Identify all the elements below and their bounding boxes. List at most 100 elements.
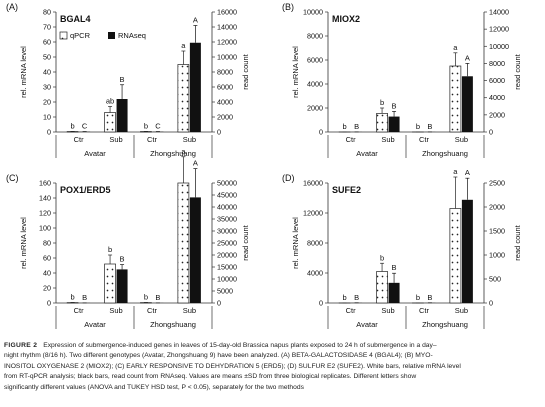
chart-2-tick-label-right: 5000 bbox=[217, 287, 233, 296]
chart-1-tick-label-right: 4000 bbox=[489, 93, 505, 102]
chart-3-panel-letter: (D) bbox=[282, 173, 295, 183]
caption-line-4: from RT-qPCR analysis; black bars, read … bbox=[4, 373, 417, 381]
chart-0-tick-label-right: 16000 bbox=[217, 8, 237, 17]
chart-3-letter-qpcr: b bbox=[380, 253, 384, 262]
chart-0-letter-qpcr: ab bbox=[106, 97, 114, 106]
chart-3-tick-label-right: 1500 bbox=[489, 227, 505, 236]
chart-1-letter-rnaseq: A bbox=[465, 53, 470, 62]
chart-2-letter-rnaseq: B bbox=[120, 255, 125, 264]
chart-3-letter-rnaseq: A bbox=[465, 168, 470, 177]
chart-1-letter-qpcr: b bbox=[416, 122, 420, 131]
chart-1-tick-label-right: 6000 bbox=[489, 76, 505, 85]
chart-0-category-label: Ctr bbox=[74, 135, 85, 144]
chart-3-bar-qpcr bbox=[449, 208, 462, 304]
chart-2-letter-rnaseq: A bbox=[193, 159, 198, 168]
chart-0-legend-label-rnaseq: RNAseq bbox=[118, 31, 146, 40]
chart-2-tick-label-right: 30000 bbox=[217, 227, 237, 236]
chart-1-tick-label-left: 6000 bbox=[307, 56, 323, 65]
chart-1-tick-label-left: 4000 bbox=[307, 80, 323, 89]
chart-1-letter-rnaseq: B bbox=[427, 122, 432, 131]
chart-3-tick-label-right: 500 bbox=[489, 275, 501, 284]
chart-1-group-label: Avatar bbox=[356, 149, 378, 158]
chart-3-tick-label-right: 1000 bbox=[489, 251, 505, 260]
chart-3-bar-rnaseq bbox=[461, 199, 473, 303]
chart-2-tick-label-left: 100 bbox=[39, 224, 51, 233]
chart-0-letter-rnaseq: B bbox=[120, 75, 125, 84]
chart-0-legend-label-qpcr: qPCR bbox=[70, 31, 91, 40]
chart-0-letter-rnaseq: C bbox=[82, 122, 88, 131]
chart-2-category-label: Sub bbox=[183, 306, 196, 315]
chart-0-letter-qpcr: b bbox=[144, 121, 148, 130]
chart-3-tick-label-right: 2500 bbox=[489, 179, 505, 188]
chart-3-tick-label-left: 8000 bbox=[307, 239, 323, 248]
figure-caption: FIGURE 2 Expression of submergence-induce… bbox=[4, 341, 541, 393]
chart-2-tick-label-right: 50000 bbox=[217, 179, 237, 188]
chart-0-tick-label-left: 10 bbox=[43, 113, 51, 122]
chart-1-tick-label-left: 10000 bbox=[303, 8, 323, 17]
chart-0-tick-label-left: 60 bbox=[43, 38, 51, 47]
caption-line-5: significantly different values (ANOVA an… bbox=[4, 383, 304, 391]
chart-0-bar-rnaseq bbox=[116, 99, 128, 132]
chart-2-tick-label-left: 140 bbox=[39, 194, 51, 203]
chart-3-category-label: Sub bbox=[381, 306, 394, 315]
chart-0-ylabel-left: rel. mRNA level bbox=[19, 46, 28, 98]
chart-2-bar-qpcr bbox=[104, 263, 116, 304]
chart-0-bar-qpcr bbox=[177, 64, 190, 133]
chart-1-tick-label-left: 8000 bbox=[307, 32, 323, 41]
caption-line-3: INOSITOL OXYGENASE 2 (MIOX2); (C) EARLY … bbox=[4, 362, 461, 370]
chart-3-tick-label-left: 0 bbox=[319, 299, 323, 308]
chart-0-tick-label-right: 12000 bbox=[217, 38, 237, 47]
chart-1-ylabel-right: read count bbox=[513, 53, 522, 89]
chart-0-legend-swatch-rnaseq bbox=[108, 32, 115, 39]
chart-1-group-label: Zhongshuang bbox=[422, 149, 468, 158]
figure: (A)0102030405060708002000400060008000100… bbox=[6, 2, 522, 329]
chart-1-tick-label-right: 12000 bbox=[489, 25, 509, 34]
chart-3-tick-label-right: 0 bbox=[489, 299, 493, 308]
chart-1-tick-label-right: 10000 bbox=[489, 42, 509, 51]
chart-3-bar-rnaseq bbox=[388, 282, 400, 303]
chart-3-tick-label-left: 16000 bbox=[303, 179, 323, 188]
chart-1-letter-rnaseq: B bbox=[354, 122, 359, 131]
chart-1-tick-label-right: 8000 bbox=[489, 59, 505, 68]
chart-0-tick-label-left: 0 bbox=[47, 128, 51, 137]
chart-1-ylabel-left: rel. mRNA level bbox=[291, 46, 300, 98]
chart-0-gene-name: BGAL4 bbox=[60, 14, 91, 24]
chart-1-gene-name: MIOX2 bbox=[332, 14, 360, 24]
chart-3-ylabel-left: rel. mRNA level bbox=[291, 217, 300, 269]
chart-2-tick-label-left: 20 bbox=[43, 284, 51, 293]
chart-3-category-label: Sub bbox=[455, 306, 468, 315]
chart-0-bar-rnaseq bbox=[189, 42, 201, 132]
chart-2-tick-label-right: 15000 bbox=[217, 263, 237, 272]
chart-1-category-label: Sub bbox=[381, 135, 394, 144]
chart-3-tick-label-right: 2000 bbox=[489, 203, 505, 212]
chart-3-group-label: Avatar bbox=[356, 320, 378, 329]
chart-2-bar-rnaseq bbox=[116, 269, 128, 303]
chart-1-letter-rnaseq: B bbox=[392, 101, 397, 110]
chart-0-letter-qpcr: b bbox=[71, 121, 75, 130]
chart-2-letter-rnaseq: B bbox=[82, 293, 87, 302]
chart-1-letter-qpcr: b bbox=[380, 98, 384, 107]
chart-2-letter-qpcr: b bbox=[71, 292, 75, 301]
chart-2-tick-label-right: 25000 bbox=[217, 239, 237, 248]
chart-2-letter-qpcr: b bbox=[108, 245, 112, 254]
chart-2-tick-label-left: 160 bbox=[39, 179, 51, 188]
chart-0-tick-label-left: 20 bbox=[43, 98, 51, 107]
chart-1-category-label: Ctr bbox=[419, 135, 430, 144]
chart-0-tick-label-right: 0 bbox=[217, 128, 221, 137]
chart-3-letter-rnaseq: B bbox=[392, 263, 397, 272]
chart-3-letter-rnaseq: B bbox=[427, 293, 432, 302]
chart-2-tick-label-right: 35000 bbox=[217, 215, 237, 224]
chart-2-letter-rnaseq: B bbox=[155, 293, 160, 302]
chart-0-ylabel-right: read count bbox=[241, 53, 250, 89]
chart-3-letter-qpcr: a bbox=[453, 167, 458, 176]
chart-2-ylabel-left: rel. mRNA level bbox=[19, 217, 28, 269]
chart-1-letter-qpcr: b bbox=[343, 122, 347, 131]
chart-0-tick-label-left: 40 bbox=[43, 68, 51, 77]
chart-3-letter-qpcr: b bbox=[416, 293, 420, 302]
chart-3-tick-label-left: 4000 bbox=[307, 269, 323, 278]
chart-1-bar-rnaseq bbox=[461, 76, 473, 132]
chart-3-category-label: Ctr bbox=[346, 306, 357, 315]
chart-1-tick-label-right: 14000 bbox=[489, 8, 509, 17]
chart-2-ylabel-right: read count bbox=[241, 224, 250, 260]
chart-2-group-label: Avatar bbox=[84, 320, 106, 329]
